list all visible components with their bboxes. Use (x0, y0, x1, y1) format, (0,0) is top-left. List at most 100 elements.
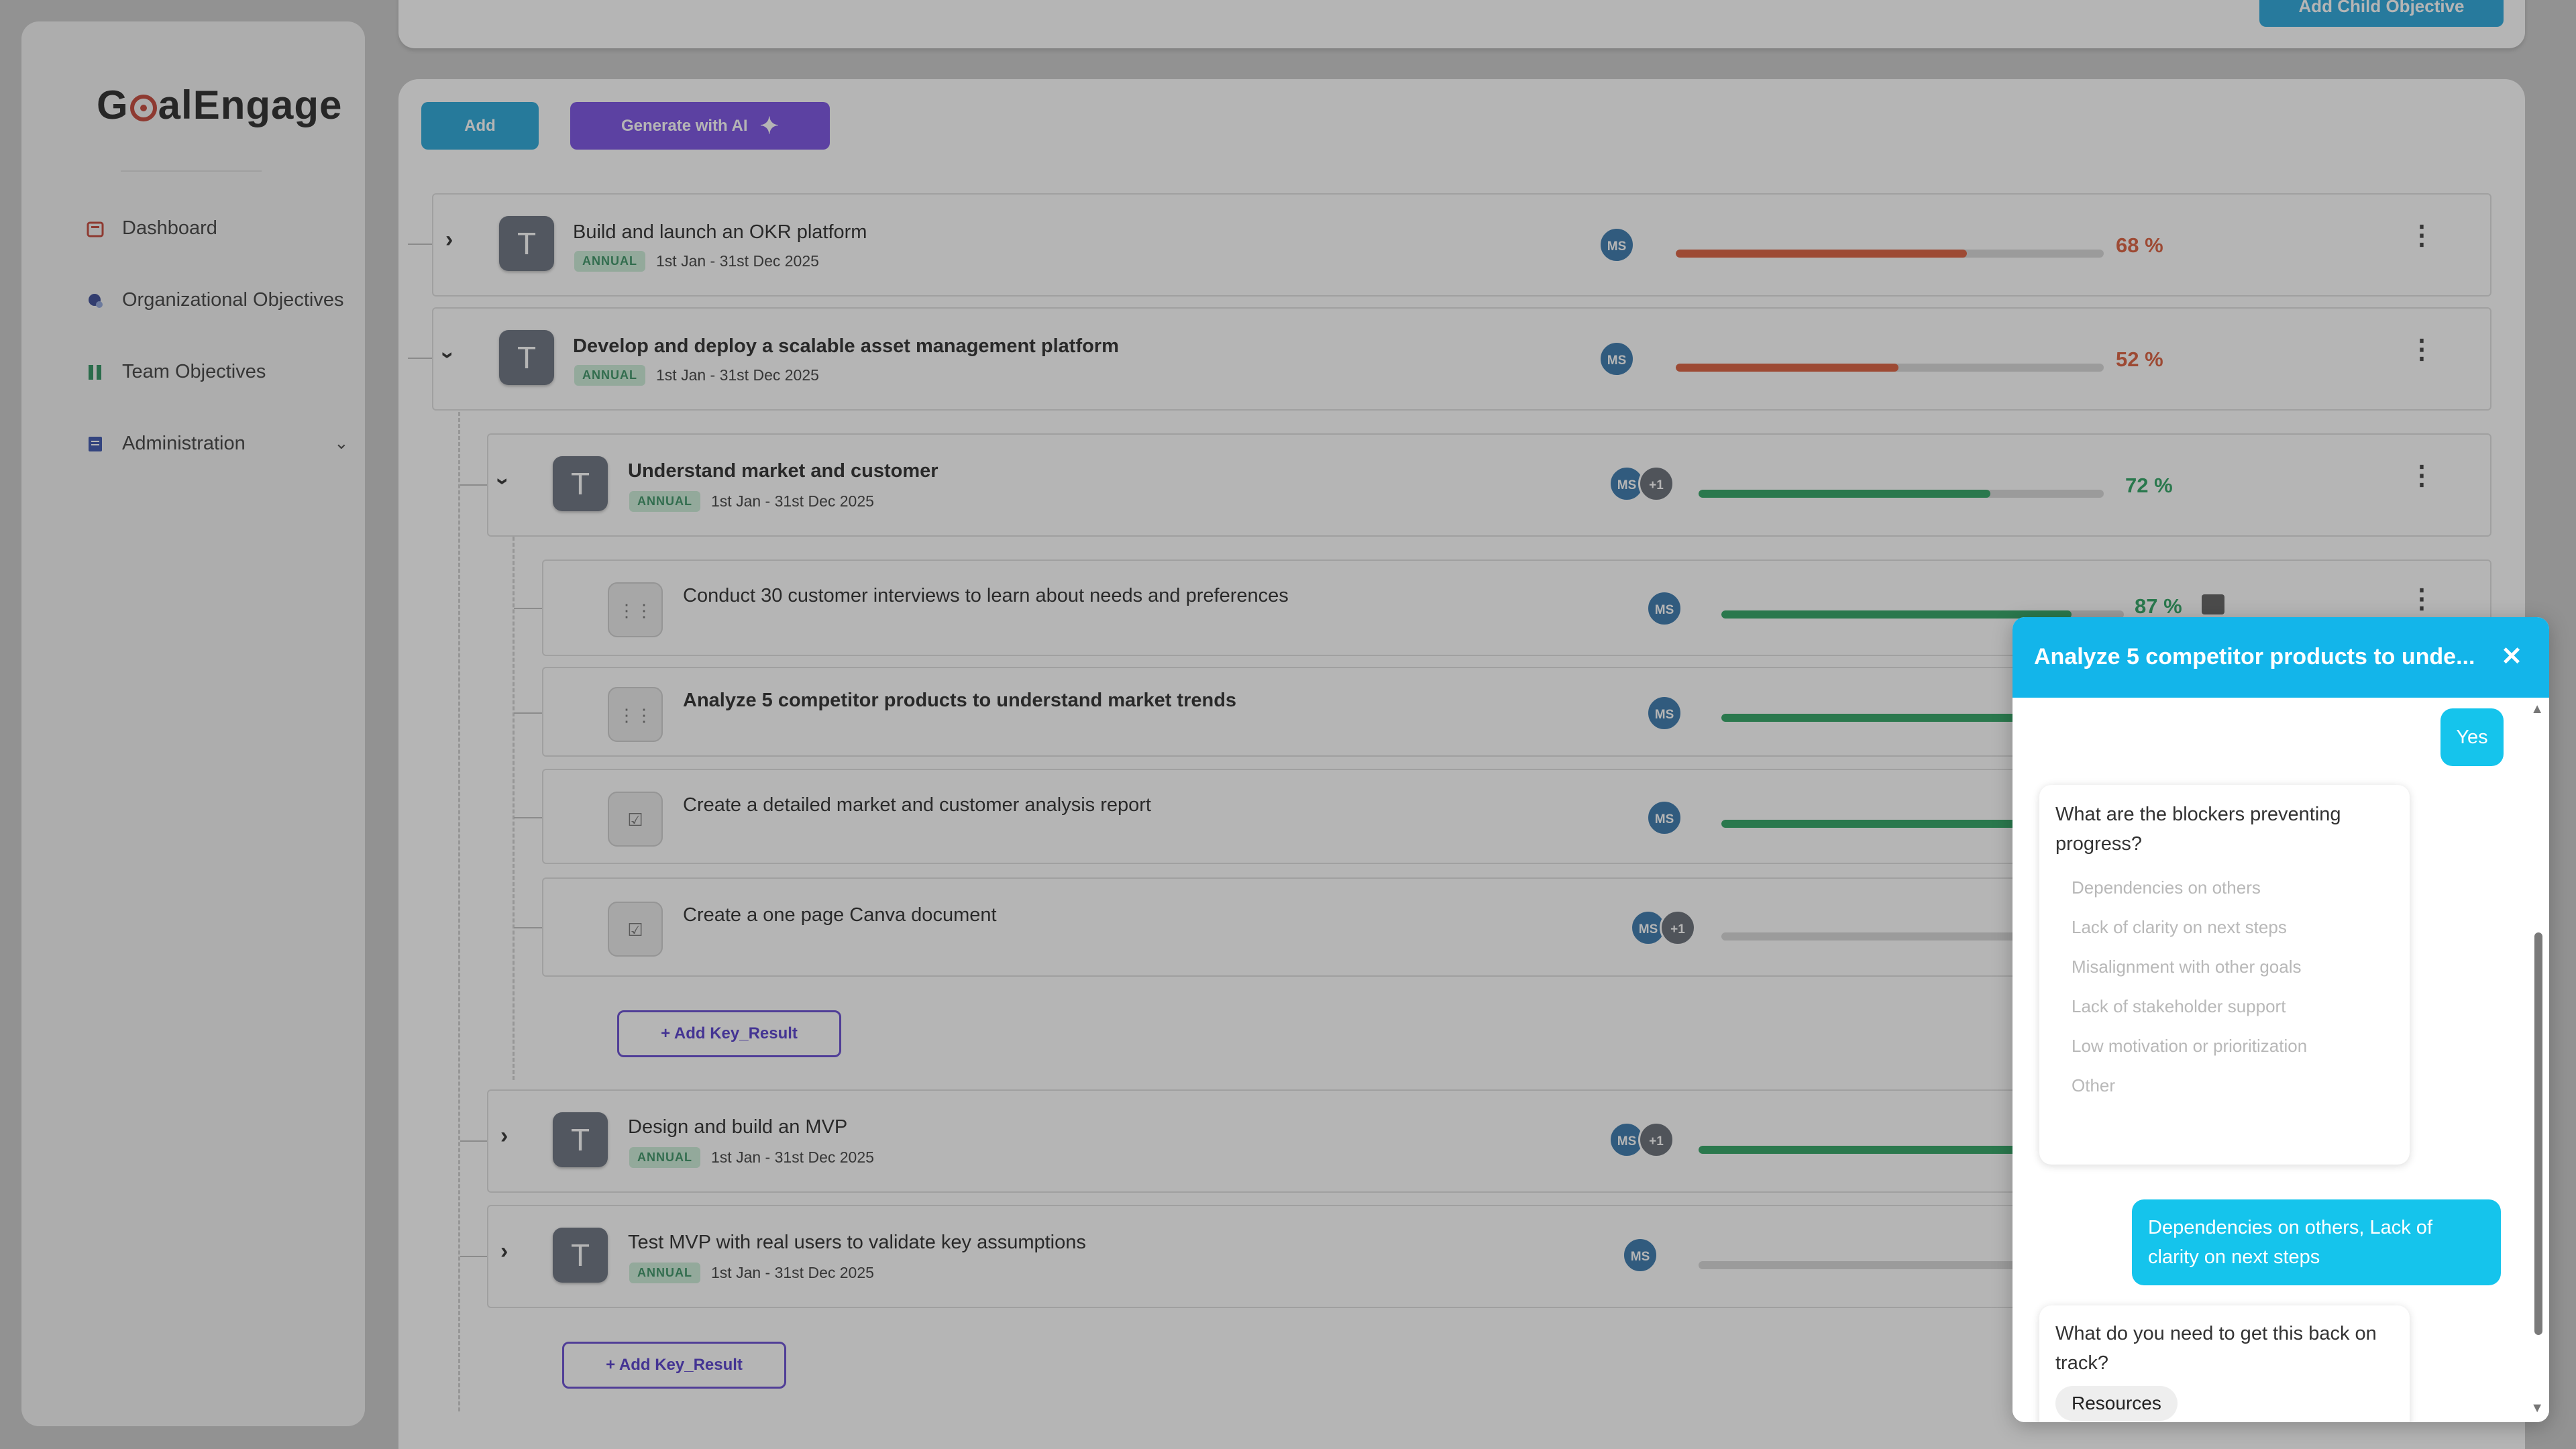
option-dependencies[interactable]: Dependencies on others (2072, 877, 2261, 898)
checkbox-icon[interactable]: ☑ (608, 902, 663, 957)
question-text: What do you need to get this back on tra… (2055, 1323, 2377, 1374)
objective-meta: ANNUAL 1st Jan - 31st Dec 2025 (629, 1263, 874, 1283)
tree-line (513, 537, 515, 1080)
owner-avatar[interactable]: MS (1599, 341, 1635, 377)
progress-percent: 72 % (2125, 474, 2173, 497)
administration-icon (86, 435, 105, 453)
sidebar-item-label: Organizational Objectives (122, 289, 344, 311)
tree-connector (514, 712, 543, 714)
owner-avatar[interactable]: MS (1646, 695, 1682, 731)
chevron-right-icon[interactable]: › (500, 1238, 508, 1264)
app-logo[interactable]: G alEngage (97, 82, 342, 128)
objective-header-card (398, 0, 2525, 48)
sparkle-icon: ✦ (759, 113, 779, 139)
owner-avatar[interactable]: MS (1646, 800, 1682, 836)
objective-title[interactable]: Understand market and customer (628, 460, 938, 482)
sidebar-item-organizational-objectives[interactable]: Organizational Objectives (86, 289, 343, 311)
tree-connector (514, 927, 543, 928)
key-result-title[interactable]: Analyze 5 competitor products to underst… (683, 690, 1237, 711)
owner-avatar[interactable]: MS (1599, 227, 1635, 263)
more-owners-avatar[interactable]: +1 (1660, 910, 1696, 946)
sidebar-item-administration[interactable]: Administration ⌄ (86, 433, 354, 455)
objective-title[interactable]: Design and build an MVP (628, 1116, 848, 1138)
comment-icon[interactable] (2202, 594, 2224, 614)
objective-row[interactable]: › T Build and launch an OKR platform ANN… (432, 193, 2491, 297)
date-range: 1st Jan - 31st Dec 2025 (711, 1148, 874, 1166)
sidebar-item-team-objectives[interactable]: Team Objectives (86, 361, 266, 383)
owner-avatar[interactable]: MS (1646, 590, 1682, 627)
close-icon[interactable]: ✕ (2501, 643, 2522, 671)
chat-messages: Yes What are the blockers preventing pro… (2012, 698, 2549, 1422)
check-in-chat-panel: Analyze 5 competitor products to unde...… (2012, 617, 2549, 1422)
scrollbar-thumb[interactable] (2534, 932, 2542, 1335)
progress-bar (1676, 364, 2104, 372)
period-badge: ANNUAL (629, 491, 700, 512)
tree-connector (460, 1140, 487, 1142)
objective-meta: ANNUAL 1st Jan - 31st Dec 2025 (574, 251, 819, 272)
chat-title: Analyze 5 competitor products to unde... (2034, 644, 2475, 669)
owner-avatar[interactable]: MS (1609, 466, 1645, 502)
checkbox-icon[interactable]: ☑ (608, 792, 663, 847)
progress-bar (1699, 1146, 2104, 1154)
progress-fill (1721, 610, 2072, 619)
progress-bar (1676, 250, 2104, 258)
key-result-title[interactable]: Create a one page Canva document (683, 904, 997, 926)
child-objective-row[interactable]: › T Understand market and customer ANNUA… (487, 433, 2491, 537)
team-avatar-tile: T (553, 1228, 608, 1283)
owner-avatar[interactable]: MS (1622, 1237, 1658, 1273)
tree-connector (460, 484, 487, 486)
key-result-title[interactable]: Create a detailed market and customer an… (683, 794, 1151, 816)
option-low-motivation[interactable]: Low motivation or prioritization (2072, 1036, 2308, 1056)
drag-handle-icon[interactable]: ⋮⋮ (608, 687, 663, 742)
tree-line (458, 412, 460, 1411)
chevron-right-icon[interactable]: › (500, 1123, 508, 1148)
dashboard-icon (86, 219, 105, 238)
owner-avatar[interactable]: MS (1609, 1122, 1645, 1158)
chip-resources[interactable]: Resources (2055, 1386, 2178, 1421)
add-button[interactable]: Add (421, 102, 539, 150)
logo-suffix: alEngage (158, 83, 343, 127)
sidebar-item-dashboard[interactable]: Dashboard (86, 217, 217, 239)
user-message: Dependencies on others, Lack of clarity … (2132, 1199, 2501, 1285)
objective-title[interactable]: Build and launch an OKR platform (573, 221, 867, 243)
bot-question: What are the blockers preventing progres… (2039, 785, 2410, 1165)
bot-question: What do you need to get this back on tra… (2039, 1305, 2410, 1422)
chevron-right-icon[interactable]: › (445, 227, 453, 252)
scroll-down-icon[interactable]: ▼ (2530, 1401, 2544, 1415)
logo-prefix: G (97, 83, 129, 127)
objective-title[interactable]: Test MVP with real users to validate key… (628, 1232, 1086, 1253)
answer-chips: Resources (2055, 1386, 2394, 1421)
option-other[interactable]: Other (2072, 1075, 2116, 1095)
option-misalignment[interactable]: Misalignment with other goals (2072, 957, 2302, 977)
team-avatar-tile: T (553, 456, 608, 511)
generate-with-ai-label: Generate with AI (621, 116, 748, 135)
more-owners-avatar[interactable]: +1 (1638, 466, 1674, 502)
objective-title[interactable]: Develop and deploy a scalable asset mana… (573, 335, 1119, 357)
period-badge: ANNUAL (574, 251, 645, 272)
objective-row[interactable]: › T Develop and deploy a scalable asset … (432, 307, 2491, 411)
add-key-result-button[interactable]: + Add Key_Result (617, 1010, 841, 1057)
option-lack-of-clarity[interactable]: Lack of clarity on next steps (2072, 917, 2287, 937)
sidebar: G alEngage Dashboard Organizational Obje… (21, 21, 365, 1426)
progress-bar (1721, 610, 2124, 619)
team-avatar-tile: T (553, 1112, 608, 1167)
more-owners-avatar[interactable]: +1 (1638, 1122, 1674, 1158)
progress-percent: 52 % (2116, 347, 2163, 371)
add-child-objective-button[interactable]: Add Child Objective (2259, 0, 2504, 27)
chat-header: Analyze 5 competitor products to unde...… (2012, 617, 2549, 698)
user-message: Yes (2440, 708, 2504, 766)
progress-fill (1699, 1146, 2104, 1154)
add-key-result-button[interactable]: + Add Key_Result (562, 1342, 786, 1389)
option-stakeholder-support[interactable]: Lack of stakeholder support (2072, 996, 2286, 1016)
progress-fill (1676, 250, 1967, 258)
drag-handle-icon[interactable]: ⋮⋮ (608, 582, 663, 637)
progress-percent: 87 % (2135, 594, 2182, 618)
sidebar-item-label: Team Objectives (122, 361, 266, 382)
progress-percent: 68 % (2116, 233, 2163, 257)
scroll-up-icon[interactable]: ▲ (2530, 702, 2544, 716)
tree-connector (460, 1256, 487, 1257)
period-badge: ANNUAL (574, 365, 645, 386)
key-result-title[interactable]: Conduct 30 customer interviews to learn … (683, 585, 1289, 606)
generate-with-ai-button[interactable]: Generate with AI ✦ (570, 102, 830, 150)
chevron-down-icon[interactable]: ⌄ (334, 433, 349, 453)
